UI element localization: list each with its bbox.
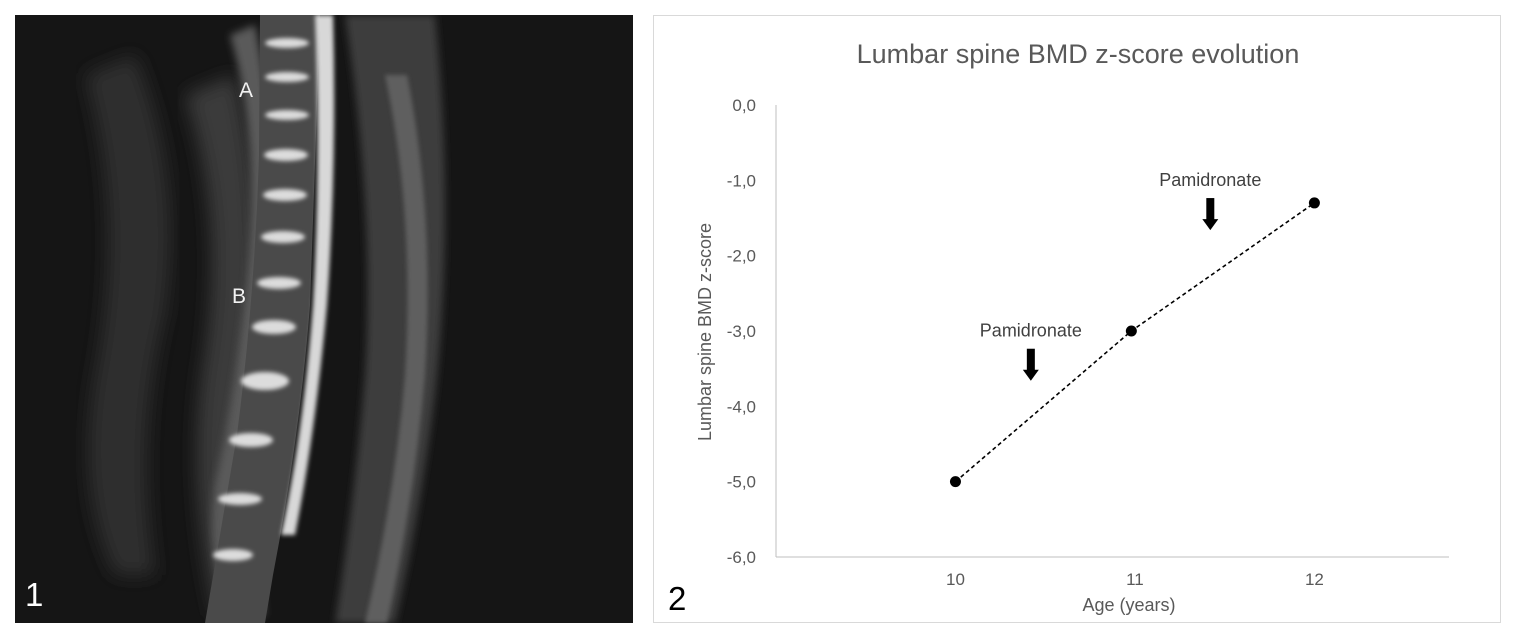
y-tick-label: 0,0 <box>732 96 756 115</box>
panel-number-1: 1 <box>25 576 44 613</box>
y-tick-label: -1,0 <box>727 171 756 190</box>
mri-image <box>15 15 633 623</box>
x-tick-label: 10 <box>946 570 965 589</box>
chart-title: Lumbar spine BMD z-score evolution <box>857 39 1300 69</box>
data-point <box>1308 197 1320 209</box>
y-tick-label: -4,0 <box>727 397 756 416</box>
y-tick-label: -5,0 <box>727 473 756 492</box>
x-tick-labels: 10 11 12 <box>946 570 1324 589</box>
y-tick-labels: 0,0 -1,0 -2,0 -3,0 -4,0 -5,0 -6,0 <box>727 96 756 567</box>
annotation-layer: Pamidronate Pamidronate <box>980 170 1261 381</box>
series-line <box>954 202 1315 483</box>
mri-marker-a: A <box>239 79 254 102</box>
mri-marker-b: B <box>232 285 247 308</box>
x-tick-label: 12 <box>1305 570 1324 589</box>
panel-number-2: 2 <box>668 580 687 617</box>
y-tick-label: -3,0 <box>727 322 756 341</box>
down-arrow-icon <box>1022 348 1039 381</box>
bmd-chart: Lumbar spine BMD z-score evolution Lumba… <box>695 39 1449 615</box>
y-axis-title: Lumbar spine BMD z-score <box>695 223 715 441</box>
y-tick-label: -6,0 <box>727 548 756 567</box>
y-tick-label: -2,0 <box>727 247 756 266</box>
x-axis-title: Age (years) <box>1082 595 1175 615</box>
data-point <box>949 476 961 488</box>
mri-image-panel: A B 1 <box>15 15 633 623</box>
down-arrow-icon <box>1202 198 1219 231</box>
annotation-label: Pamidronate <box>1159 170 1261 190</box>
x-tick-label: 11 <box>1126 570 1144 589</box>
series-layer <box>949 197 1320 488</box>
annotation-label: Pamidronate <box>980 321 1082 341</box>
bmd-chart-panel: Lumbar spine BMD z-score evolution Lumba… <box>653 15 1501 623</box>
data-point <box>1125 325 1137 337</box>
